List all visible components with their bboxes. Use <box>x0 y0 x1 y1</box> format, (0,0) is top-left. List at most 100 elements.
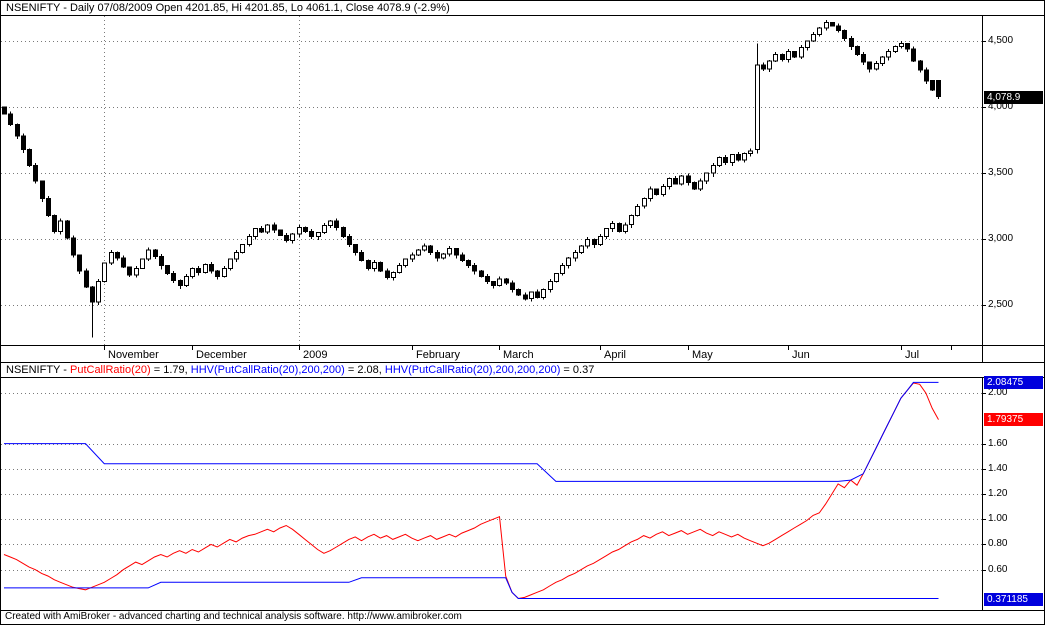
candle-body <box>422 245 427 251</box>
indicator-y-axis[interactable]: 2.00 1.60 1.40 1.20 1.00 0.80 0.60 2.08475 1.793… <box>983 376 1044 610</box>
candle-body <box>460 254 465 261</box>
candle-body <box>272 224 277 231</box>
candle-body <box>410 254 415 260</box>
candle-body <box>485 275 490 283</box>
candle-body <box>535 291 540 298</box>
candle-body <box>84 270 89 288</box>
candle-body <box>880 56 885 65</box>
candle-body <box>71 237 76 256</box>
candle-body <box>867 61 872 70</box>
candle-body <box>585 238 590 247</box>
candle-body <box>592 238 597 246</box>
candle-body <box>736 154 741 161</box>
candle-body <box>153 249 158 257</box>
candle-body <box>661 185 666 195</box>
candle-body <box>121 257 126 268</box>
x-axis-label: December <box>196 349 247 361</box>
candle-body <box>447 248 452 255</box>
x-axis-tick <box>412 346 413 350</box>
price-chart[interactable] <box>1 16 983 345</box>
candle-body <box>278 229 283 236</box>
candle-body <box>115 252 120 259</box>
candle-body <box>184 275 189 286</box>
indicator-pane: 2.00 1.60 1.40 1.20 1.00 0.80 0.60 2.08475 1.793… <box>1 376 1044 610</box>
x-axis-label: March <box>503 349 534 361</box>
x-axis-label: April <box>604 349 627 361</box>
candle-body <box>773 53 778 62</box>
value-box: 4,078.9 <box>984 91 1043 104</box>
y-axis-tick <box>983 393 986 394</box>
candle-body <box>2 106 7 115</box>
candle-body <box>21 135 26 150</box>
candle-body <box>234 252 239 260</box>
candle-body <box>127 266 132 276</box>
y-axis-label: 0.60 <box>988 564 1008 575</box>
candle-body <box>886 51 891 58</box>
candle-body <box>33 164 38 182</box>
candle-body <box>96 281 101 303</box>
candle-body <box>610 222 615 230</box>
y-axis-label: 0.80 <box>988 538 1008 549</box>
candle-body <box>780 53 785 61</box>
candle-body <box>698 180 703 190</box>
y-axis-label: 1.60 <box>988 438 1008 449</box>
candle-body <box>849 38 854 47</box>
candle-body <box>247 236 252 246</box>
candle-body <box>855 45 860 55</box>
candle-body <box>416 249 421 256</box>
candle-body <box>824 22 829 29</box>
candle-body <box>491 281 496 287</box>
y-axis-tick <box>983 444 986 445</box>
candle-body <box>936 80 941 98</box>
price-chart-plot[interactable] <box>1 16 983 345</box>
candle-body <box>215 270 220 277</box>
candle-body <box>178 279 183 287</box>
candle-body <box>466 259 471 267</box>
x-axis-tick <box>600 346 601 350</box>
indicator-title-segment: HHV(PutCallRatio(20),200,200) <box>190 364 345 376</box>
indicator-chart-plot[interactable] <box>1 378 983 610</box>
candle-body <box>90 286 95 303</box>
x-axis-label: May <box>692 349 713 361</box>
y-axis-label: 4,500 <box>988 35 1014 46</box>
x-axis-tick <box>688 346 689 350</box>
y-axis-label: 3,500 <box>988 167 1014 178</box>
x-axis-tick <box>951 346 952 350</box>
indicator-title-segment: = 0.37 <box>560 364 595 376</box>
candle-body <box>717 156 722 166</box>
candle-body <box>686 175 691 183</box>
price-y-axis[interactable]: 4,500 4,000 3,500 3,000 2,500 4,078.9 <box>983 16 1044 345</box>
candle-body <box>654 188 659 195</box>
candle-body <box>836 25 841 31</box>
candle-body <box>77 254 82 272</box>
x-axis-label: November <box>108 349 159 361</box>
candle-body <box>510 282 515 290</box>
x-axis-scale[interactable]: November December 2009 February March April Ma… <box>1 346 983 362</box>
candle-body <box>560 265 565 275</box>
candle-body <box>15 123 20 137</box>
candle-body <box>58 220 63 232</box>
candle-body <box>316 232 321 238</box>
x-axis-tick <box>499 346 500 350</box>
y-axis-tick <box>983 41 986 42</box>
candle-body <box>134 267 139 276</box>
indicator-title-segment: = 2.08, <box>344 364 385 376</box>
candle-body <box>842 30 847 39</box>
candle-body <box>617 222 622 232</box>
y-axis-label: 3,000 <box>988 233 1014 244</box>
candle-body <box>159 256 164 267</box>
candle-body <box>673 178 678 185</box>
y-axis-label: 1.20 <box>988 488 1008 499</box>
x-axis-tick <box>299 346 300 350</box>
x-axis[interactable]: November December 2009 February March April Ma… <box>1 345 1044 362</box>
candle-body <box>290 233 295 242</box>
y-axis-tick <box>983 469 986 470</box>
footer-text: Created with AmiBroker - advanced charti… <box>5 611 348 622</box>
indicator-chart[interactable] <box>1 378 983 610</box>
candle-body <box>598 236 603 246</box>
candle-body <box>52 215 57 232</box>
candle-body <box>730 154 735 164</box>
footer-url[interactable]: http://www.amibroker.com <box>347 611 462 622</box>
y-axis-label: 2,500 <box>988 299 1014 310</box>
y-axis-tick <box>983 239 986 240</box>
